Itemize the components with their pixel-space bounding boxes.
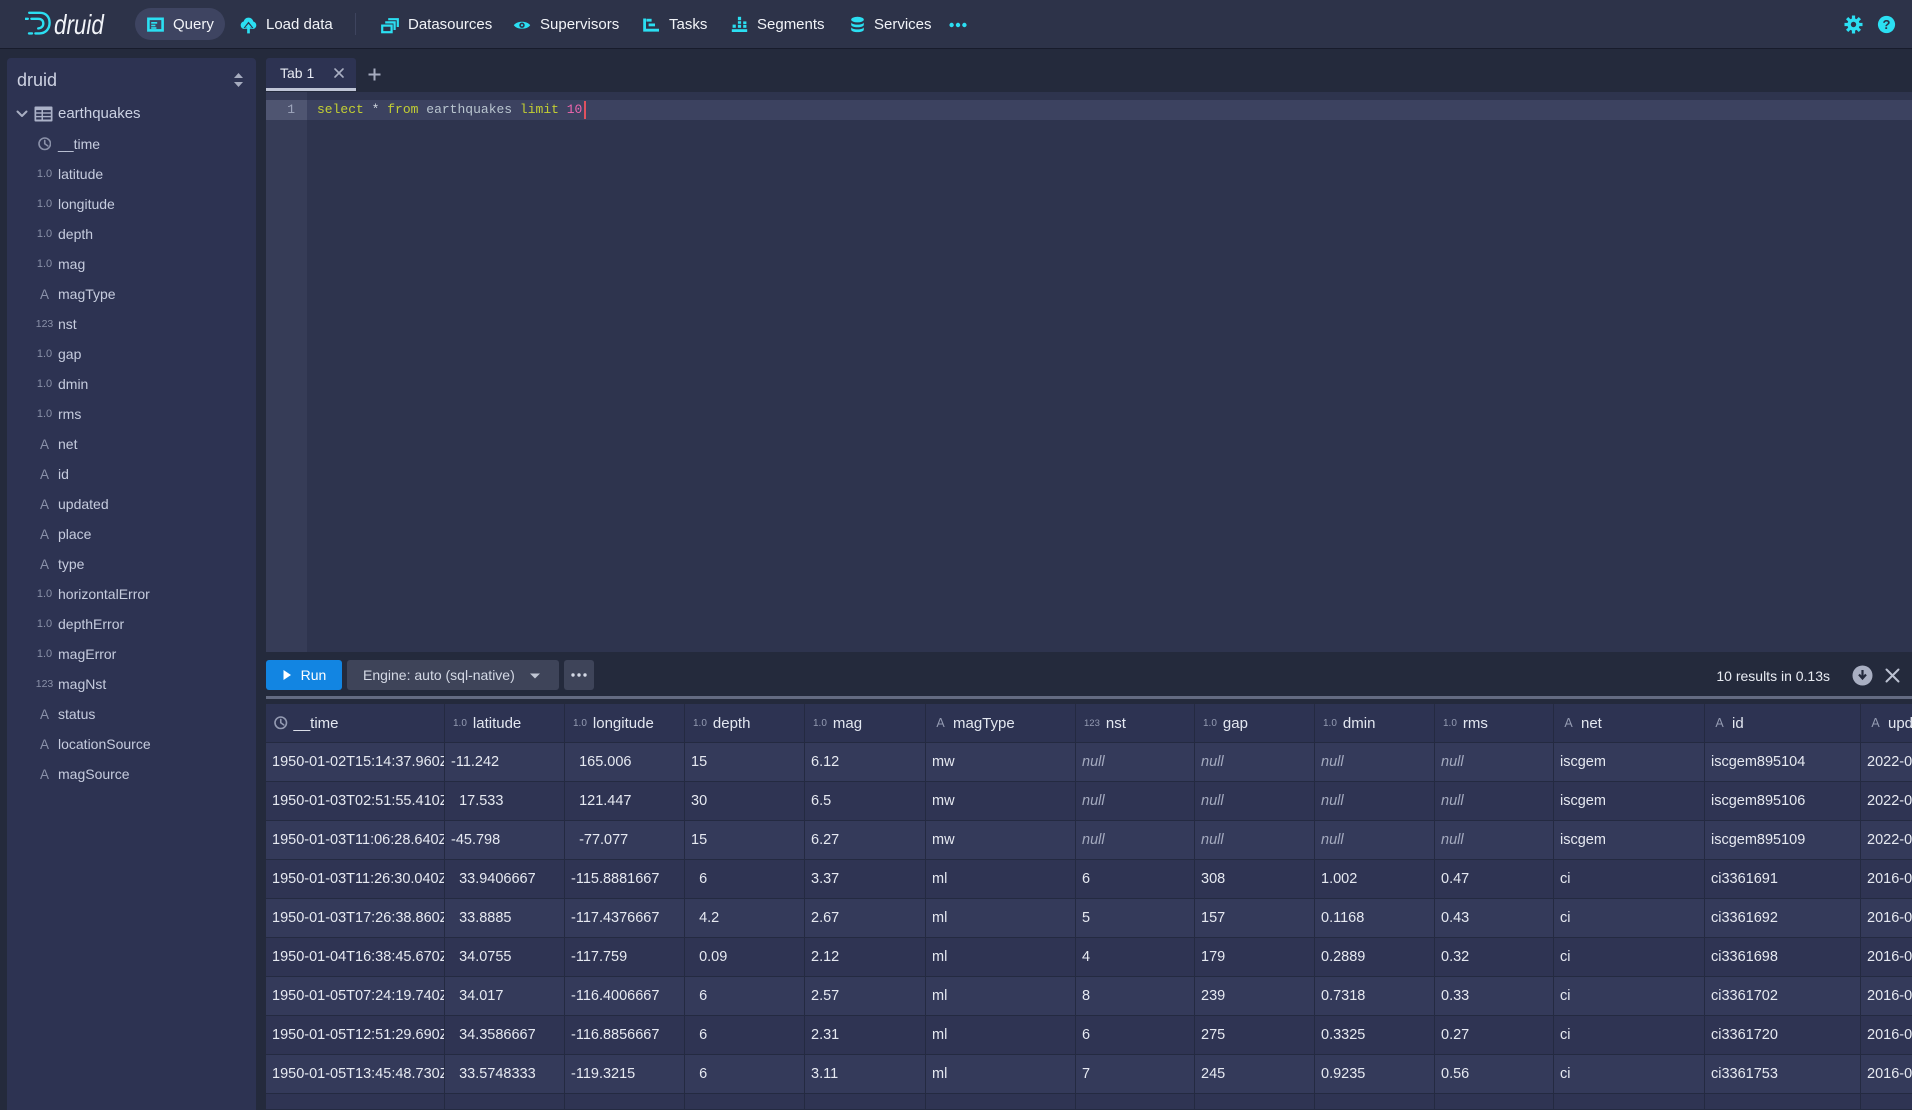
svg-text:?: ? [1883, 17, 1891, 32]
